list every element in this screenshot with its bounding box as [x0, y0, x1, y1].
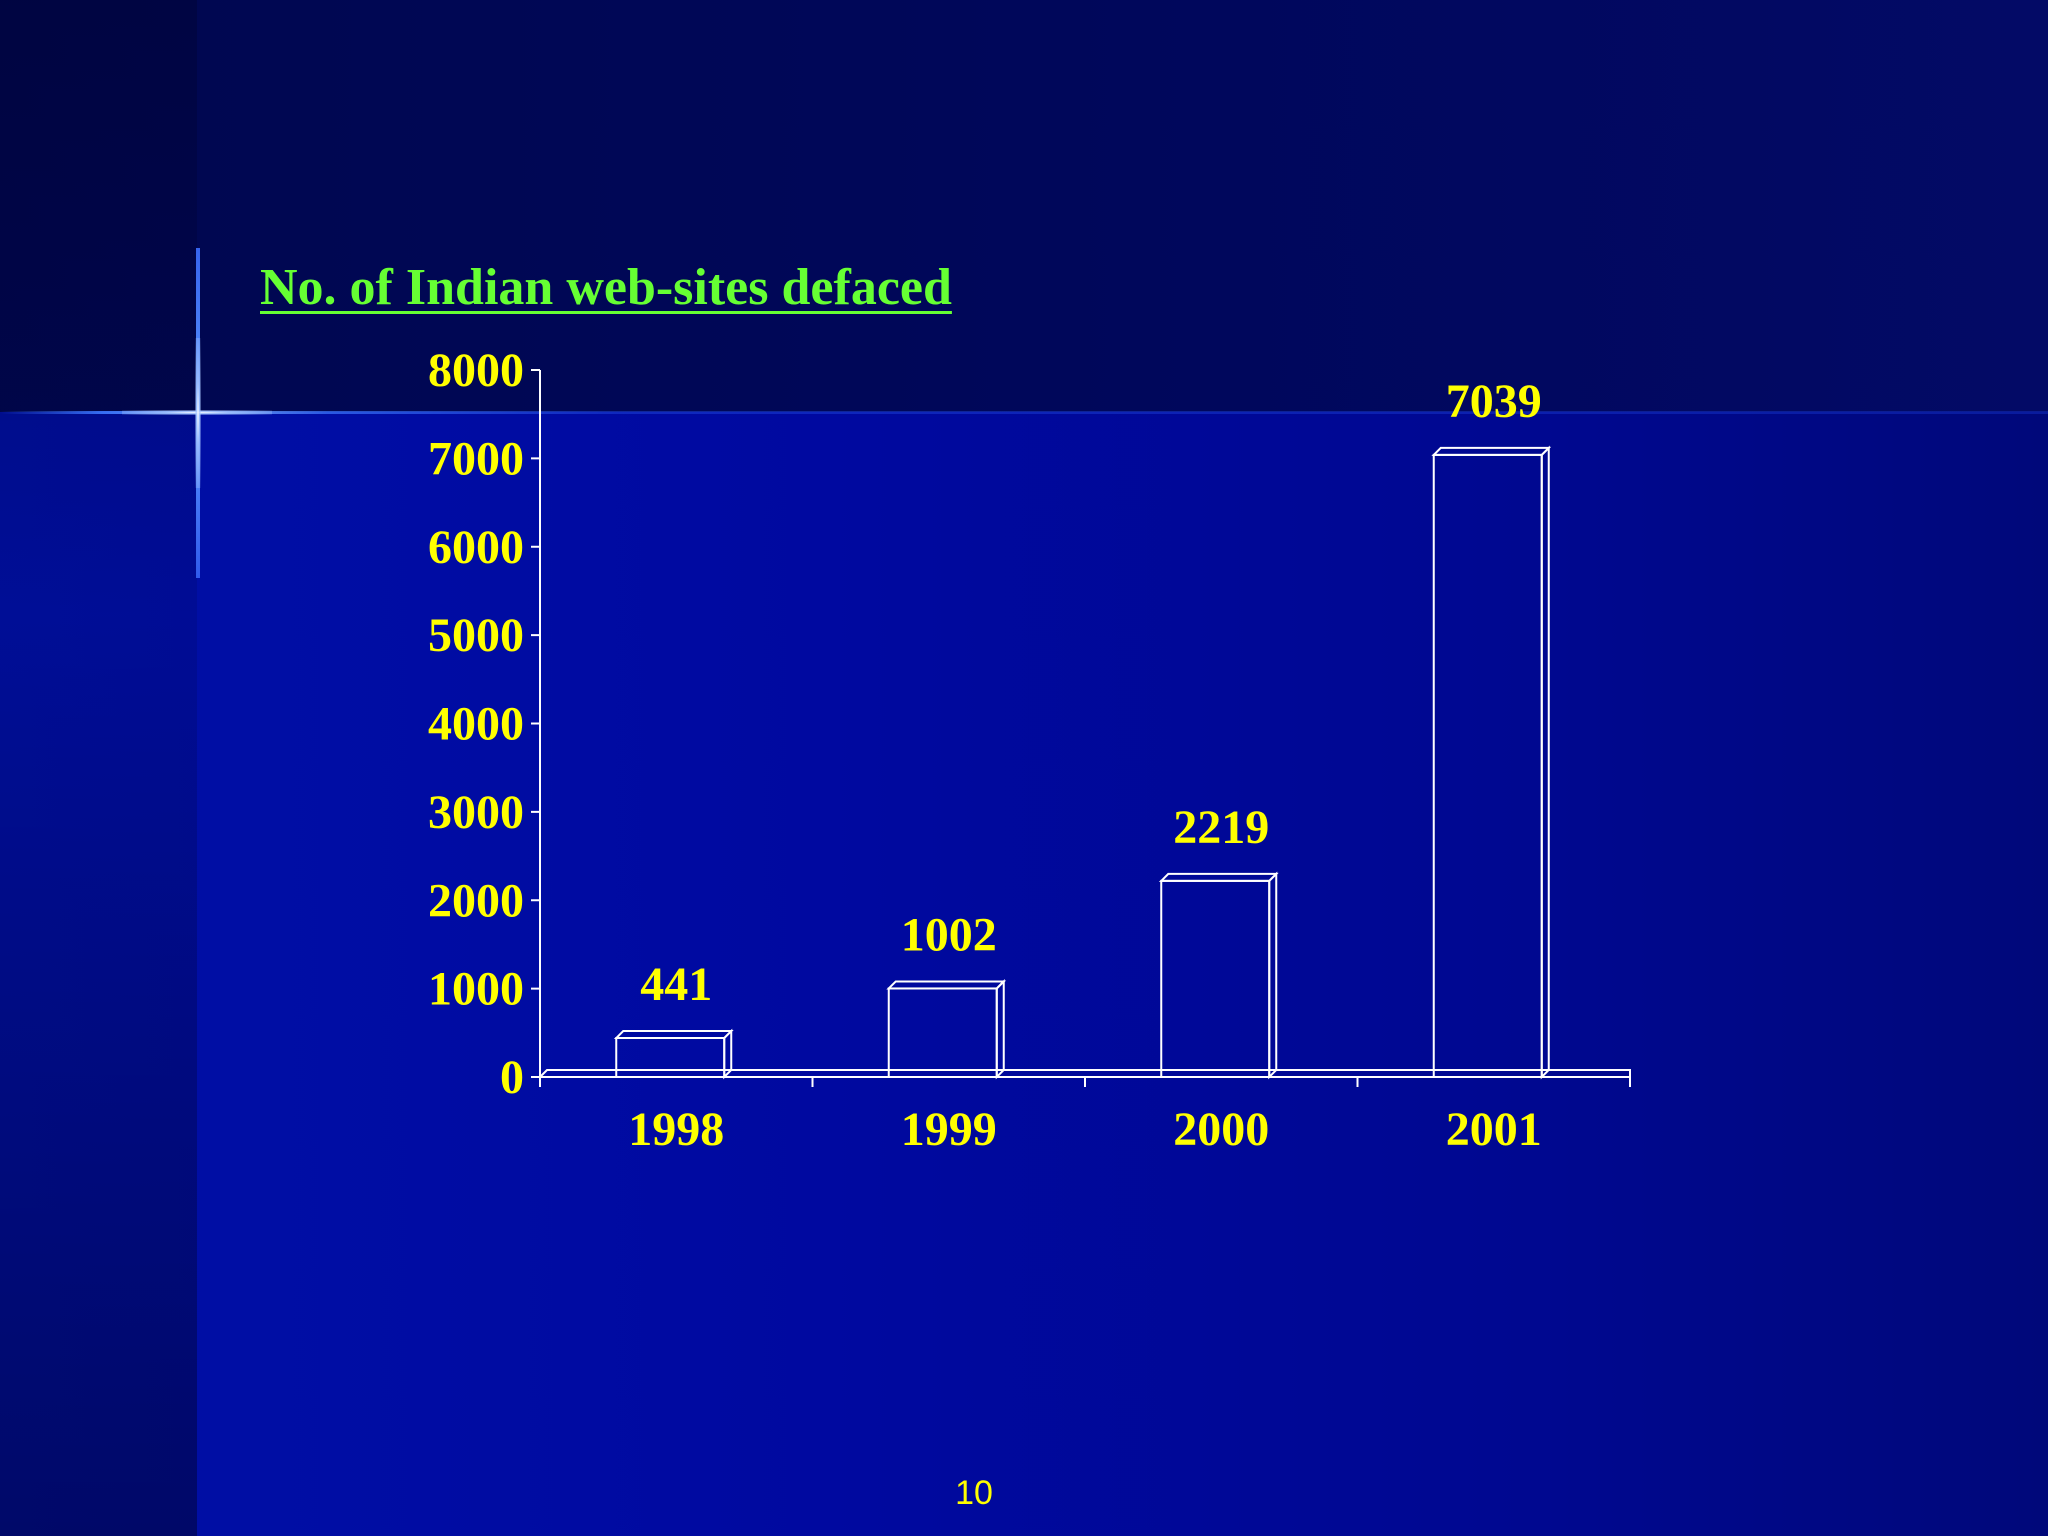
- x-category-label: 1999: [901, 1103, 997, 1156]
- x-category-label: 2001: [1446, 1103, 1542, 1156]
- y-tick-label: 0: [500, 1051, 524, 1104]
- y-tick-label: 1000: [428, 963, 524, 1016]
- x-category-label: 1998: [628, 1103, 724, 1156]
- data-label: 7039: [1446, 375, 1542, 428]
- data-label: 1002: [901, 908, 997, 961]
- chart-title: No. of Indian web-sites defaced: [260, 259, 952, 316]
- y-tick-label: 5000: [428, 609, 524, 662]
- bar-2000: [1158, 871, 1279, 1080]
- bar-1998: [613, 1028, 734, 1080]
- page-number: 10: [955, 1474, 993, 1512]
- sparkle-icon-vertical: [195, 338, 201, 488]
- y-tick-label: 8000: [428, 344, 524, 397]
- y-tick-label: 4000: [428, 698, 524, 751]
- chart-floor: [537, 1069, 1631, 1078]
- left-decorative-strip: [0, 0, 197, 1536]
- bar-1999: [886, 979, 1007, 1080]
- bar-2001: [1431, 445, 1552, 1080]
- y-tick-label: 7000: [428, 432, 524, 485]
- slide-background-top: [0, 0, 2048, 412]
- data-label: 441: [640, 958, 712, 1011]
- y-tick-label: 2000: [428, 874, 524, 927]
- x-category-label: 2000: [1173, 1103, 1269, 1156]
- y-tick-label: 6000: [428, 521, 524, 574]
- slide-background-bottom: [0, 412, 2048, 1536]
- data-label: 2219: [1173, 801, 1269, 854]
- y-tick-label: 3000: [428, 786, 524, 839]
- horizontal-accent-line: [0, 411, 2048, 414]
